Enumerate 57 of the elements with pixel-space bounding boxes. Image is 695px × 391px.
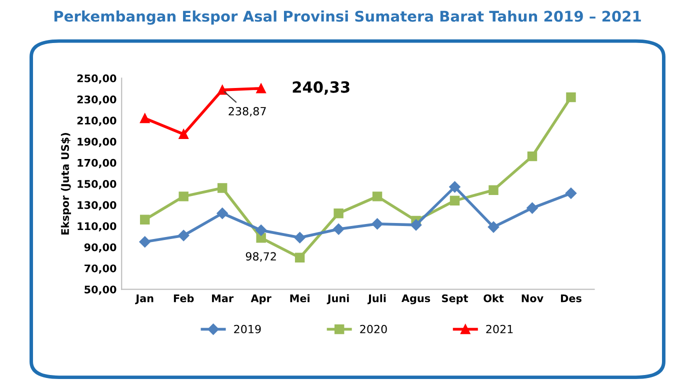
x-tick-label: Mar xyxy=(212,294,234,302)
y-tick-label: 90,00 xyxy=(84,243,116,253)
x-tick-label: Juni xyxy=(326,294,349,304)
x-tick-label: Agus xyxy=(402,294,430,304)
point xyxy=(488,185,498,195)
point xyxy=(372,192,382,202)
point xyxy=(332,224,344,235)
point xyxy=(410,219,422,231)
point xyxy=(565,188,577,199)
y-tick-label: 170,00 xyxy=(78,158,116,168)
point xyxy=(450,196,460,206)
point xyxy=(217,183,228,193)
y-tick-label: 70,00 xyxy=(84,264,116,274)
x-tick-label: Juli xyxy=(367,294,386,304)
x-tick-label: Jan xyxy=(135,294,154,304)
point xyxy=(216,208,228,219)
point xyxy=(255,224,267,236)
point xyxy=(566,92,576,102)
point xyxy=(256,84,266,94)
point xyxy=(217,85,228,95)
y-tick-label: 110,00 xyxy=(78,222,116,232)
y-tick-label: 250,00 xyxy=(77,74,116,84)
x-tick-label: Nov xyxy=(522,294,544,302)
x-tick-label: Sept xyxy=(442,294,468,304)
chart-title: Perkembangan Ekspor Asal Provinsi Sumatera Barat Tahun 2019 – 2021 xyxy=(54,10,641,25)
point xyxy=(178,230,190,242)
annotation: 98,72 xyxy=(246,252,276,262)
y-tick-label: 50,00 xyxy=(84,286,116,295)
point xyxy=(178,129,188,140)
y-tick-label: 190,00 xyxy=(78,138,116,147)
annotation: 238,87 xyxy=(228,106,266,117)
point xyxy=(140,214,150,225)
y-axis-title: Ekspor (Juta US$) xyxy=(60,133,72,234)
point xyxy=(526,202,538,214)
point xyxy=(334,208,344,218)
x-tick-label: Okt xyxy=(484,294,504,302)
point xyxy=(178,192,188,202)
point xyxy=(527,151,538,162)
y-tick-label: 130,00 xyxy=(78,201,116,210)
x-tick-label: Des xyxy=(560,294,582,302)
point xyxy=(139,236,150,248)
point xyxy=(488,221,500,233)
y-tick-label: 210,00 xyxy=(77,116,116,126)
legend-label: 2021 xyxy=(486,324,513,334)
x-tick-label: Mei xyxy=(290,294,310,302)
x-tick-label: Feb xyxy=(174,294,194,302)
point xyxy=(294,232,306,244)
x-tick-label: Apr xyxy=(250,294,272,304)
annotation: 240,33 xyxy=(292,81,350,95)
legend-label: 2020 xyxy=(360,324,387,334)
point xyxy=(449,181,460,193)
y-tick-label: 230,00 xyxy=(77,96,116,105)
point xyxy=(294,252,305,263)
point xyxy=(372,218,383,230)
legend-label: 2019 xyxy=(234,324,261,334)
y-tick-label: 150,00 xyxy=(78,180,116,190)
point xyxy=(140,113,150,124)
